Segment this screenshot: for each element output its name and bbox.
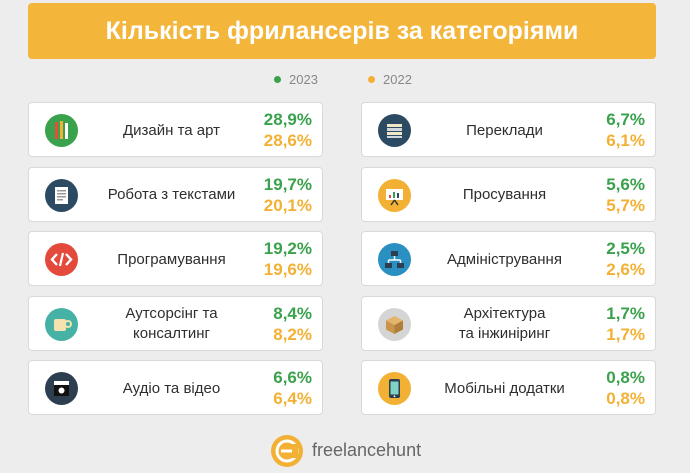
category-values: 6,7% 6,1% xyxy=(583,109,645,151)
value-2022: 20,1% xyxy=(263,195,312,215)
legend-dot-2023 xyxy=(274,76,281,83)
value-2023: 19,2% xyxy=(263,239,312,258)
legend-label-2022: 2022 xyxy=(383,72,412,87)
category-values: 2,5% 2,6% xyxy=(583,238,645,280)
document-icon xyxy=(45,178,78,212)
value-2023: 2,5% xyxy=(606,239,645,258)
category-card: Адміністрування 2,5% 2,6% xyxy=(361,231,656,286)
page-title: Кількість фрилансерів за категоріями xyxy=(105,16,579,45)
category-label: Переклади xyxy=(466,121,543,139)
category-card: Архітектура та інжиніринг 1,7% 1,7% xyxy=(361,295,656,351)
category-values: 5,6% 5,7% xyxy=(583,174,645,216)
value-2023: 5,6% xyxy=(606,174,645,194)
category-label: Адміністрування xyxy=(447,250,562,268)
legend-item-2023: 2023 xyxy=(274,72,318,87)
value-2023: 6,7% xyxy=(606,110,645,129)
brand-name: freelancehunt xyxy=(312,440,422,460)
network-icon xyxy=(378,243,411,276)
value-2022: 1,7% xyxy=(606,324,645,344)
category-label: Архітектура та інжиніринг xyxy=(458,305,551,342)
value-2022: 19,6% xyxy=(263,260,312,279)
title-banner: Кількість фрилансерів за категоріями xyxy=(28,3,656,59)
category-values: 8,4% 8,2% xyxy=(250,303,312,345)
legend-item-2022: 2022 xyxy=(368,72,412,87)
category-label: Аутсорсінг та консалтинг xyxy=(125,305,218,342)
category-values: 19,2% 19,6% xyxy=(250,238,312,280)
value-2022: 0,8% xyxy=(606,389,645,408)
value-2023: 19,7% xyxy=(263,174,312,194)
category-values: 19,7% 20,1% xyxy=(250,174,312,216)
box-icon xyxy=(378,307,411,341)
category-card: Просування 5,6% 5,7% xyxy=(361,166,656,222)
code-icon xyxy=(45,243,78,276)
value-2022: 6,1% xyxy=(606,131,645,150)
category-values: 0,8% 0,8% xyxy=(583,367,645,409)
category-values: 6,6% 6,4% xyxy=(250,367,312,409)
value-2022: 6,4% xyxy=(273,389,312,408)
category-label: Просування xyxy=(462,186,547,203)
freelancehunt-logo-icon xyxy=(271,435,303,467)
books-icon xyxy=(378,114,411,147)
value-2022: 5,7% xyxy=(606,195,645,215)
category-card: Дизайн та арт 28,9% 28,6% xyxy=(28,102,323,157)
value-2022: 28,6% xyxy=(263,131,312,150)
cup-icon xyxy=(45,307,78,341)
category-label: Робота з текстами xyxy=(107,186,236,203)
category-card: Аутсорсінг та консалтинг 8,4% 8,2% xyxy=(28,295,323,351)
clapperboard-icon xyxy=(45,372,78,405)
value-2023: 1,7% xyxy=(606,303,645,323)
value-2023: 8,4% xyxy=(273,303,312,323)
category-values: 1,7% 1,7% xyxy=(583,303,645,345)
category-label: Аудіо та відео xyxy=(122,379,221,397)
category-card: Мобільні додатки 0,8% 0,8% xyxy=(361,360,656,415)
category-label: Програмування xyxy=(117,250,226,268)
value-2022: 8,2% xyxy=(273,324,312,344)
value-2022: 2,6% xyxy=(606,260,645,279)
value-2023: 28,9% xyxy=(263,110,312,129)
category-card: Аудіо та відео 6,6% 6,4% xyxy=(28,360,323,415)
value-2023: 6,6% xyxy=(273,368,312,387)
value-2023: 0,8% xyxy=(606,368,645,387)
footer: freelancehunt xyxy=(0,432,690,472)
phone-icon xyxy=(378,372,411,405)
legend-dot-2022 xyxy=(368,76,375,83)
legend-label-2023: 2023 xyxy=(289,72,318,87)
category-card: Переклади 6,7% 6,1% xyxy=(361,102,656,157)
category-label: Дизайн та арт xyxy=(122,121,221,139)
category-card: Програмування 19,2% 19,6% xyxy=(28,231,323,286)
pencils-icon xyxy=(45,114,78,147)
legend: 2023 2022 xyxy=(0,72,690,90)
category-values: 28,9% 28,6% xyxy=(250,109,312,151)
category-label: Мобільні додатки xyxy=(444,379,565,397)
category-card: Робота з текстами 19,7% 20,1% xyxy=(28,166,323,222)
presentation-icon xyxy=(378,178,411,212)
